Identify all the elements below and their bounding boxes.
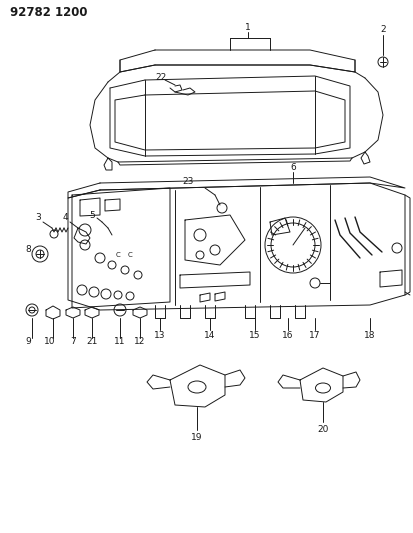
Text: 92782 1200: 92782 1200 — [10, 5, 88, 19]
Text: 21: 21 — [86, 337, 98, 346]
Text: 12: 12 — [134, 337, 146, 346]
Text: 10: 10 — [44, 337, 56, 346]
Text: 14: 14 — [204, 332, 216, 341]
Text: 22: 22 — [155, 72, 166, 82]
Text: 17: 17 — [309, 332, 321, 341]
Text: 11: 11 — [114, 337, 126, 346]
Text: 19: 19 — [191, 432, 203, 441]
Text: 1: 1 — [245, 23, 251, 33]
Text: 7: 7 — [70, 337, 76, 346]
Text: 4: 4 — [62, 214, 68, 222]
Text: 15: 15 — [249, 332, 261, 341]
Text: 2: 2 — [380, 26, 386, 35]
Text: 5: 5 — [89, 212, 95, 221]
Text: C: C — [116, 252, 120, 258]
Text: C: C — [128, 252, 133, 258]
Text: 13: 13 — [154, 332, 166, 341]
Text: 16: 16 — [282, 332, 294, 341]
Text: 8: 8 — [25, 246, 31, 254]
Text: 6: 6 — [290, 163, 296, 172]
Text: 3: 3 — [35, 214, 41, 222]
Text: 23: 23 — [182, 177, 194, 187]
Text: 20: 20 — [317, 425, 329, 434]
Text: 18: 18 — [364, 332, 376, 341]
Text: 9: 9 — [25, 337, 31, 346]
